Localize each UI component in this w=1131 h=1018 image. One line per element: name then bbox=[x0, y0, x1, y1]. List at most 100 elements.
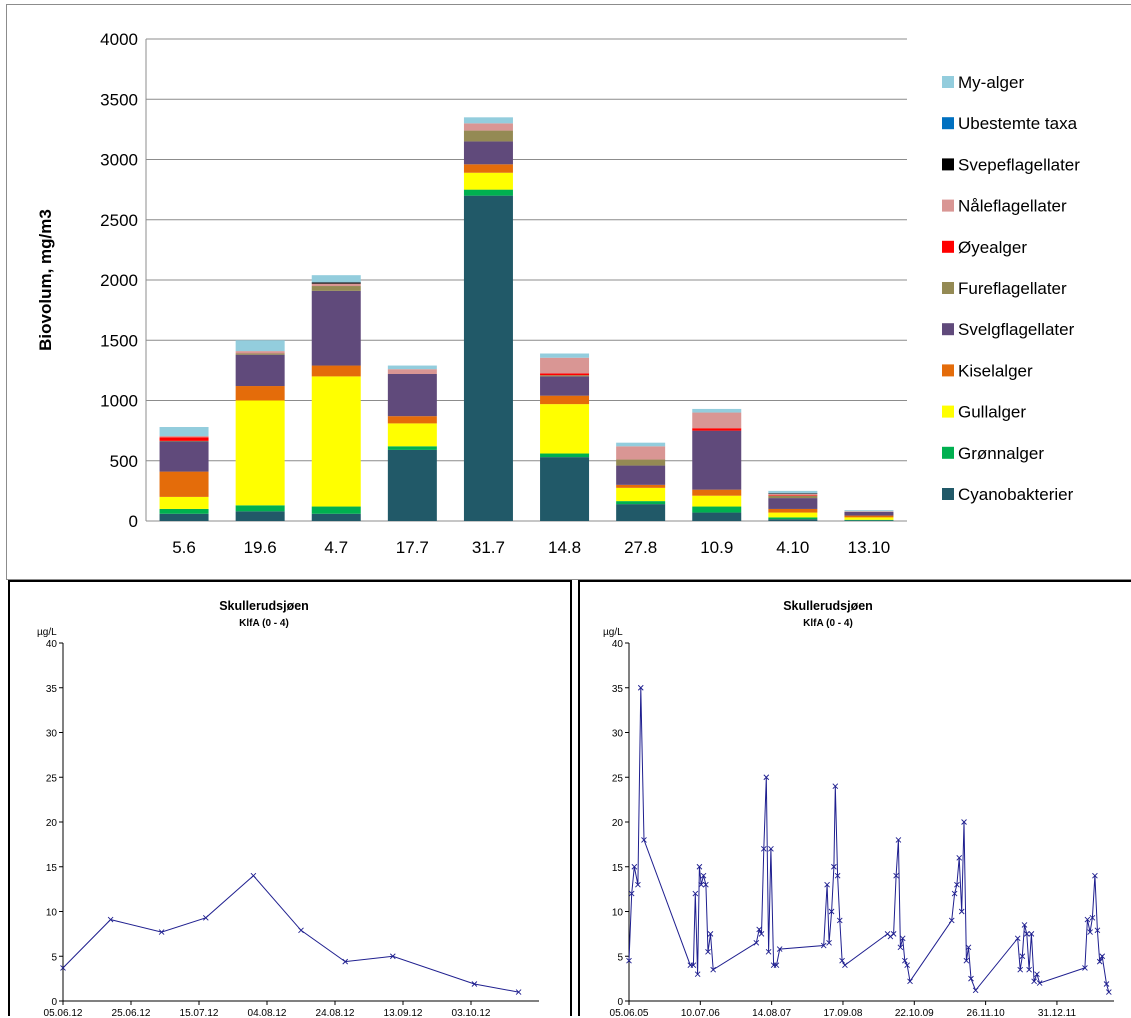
data-point-marker bbox=[972, 987, 979, 994]
bar-gullalger bbox=[387, 423, 437, 447]
data-point-marker bbox=[832, 783, 839, 790]
data-point-marker bbox=[948, 917, 955, 924]
data-point-marker bbox=[626, 957, 632, 964]
legend-swatch-my-alger bbox=[942, 76, 954, 88]
data-point-marker bbox=[1084, 916, 1091, 923]
bar-yealger bbox=[768, 495, 818, 496]
bar-cyanobakterier bbox=[540, 457, 590, 521]
data-point-marker bbox=[1099, 953, 1106, 960]
bar-fureflagellater bbox=[463, 130, 513, 142]
x-tick-label: 03.10.12 bbox=[452, 1008, 491, 1018]
data-point-marker bbox=[694, 971, 701, 977]
bar-cyanobakterier bbox=[387, 449, 437, 521]
bar-kiselalger bbox=[463, 164, 513, 173]
bar-gullalger bbox=[768, 512, 818, 518]
x-tick-label: 31.7 bbox=[472, 538, 505, 557]
bar-gr-nnalger bbox=[616, 501, 666, 505]
x-tick-label: 04.08.12 bbox=[248, 1008, 287, 1018]
x-tick-label: 4.10 bbox=[776, 538, 809, 557]
bar-gr-nnalger bbox=[159, 508, 209, 514]
bar-gr-nnalger bbox=[540, 453, 590, 458]
data-point-marker bbox=[765, 948, 772, 955]
y-tick-label: 3500 bbox=[100, 90, 138, 109]
data-point-marker bbox=[471, 981, 478, 987]
legend-label: Grønnalger bbox=[958, 444, 1044, 463]
legend-swatch-gullalger bbox=[942, 405, 954, 418]
y-axis-unit: µg/L bbox=[603, 627, 623, 638]
data-point-marker bbox=[1087, 929, 1093, 935]
data-point-marker bbox=[250, 872, 257, 879]
y-axis-title: Biovolum, mg/m3 bbox=[36, 209, 55, 351]
bar-fureflagellater bbox=[159, 440, 209, 442]
data-point-marker bbox=[107, 916, 114, 923]
bar-yealger bbox=[540, 373, 590, 376]
data-point-marker bbox=[1094, 927, 1101, 934]
x-tick-label: 13.09.12 bbox=[384, 1008, 423, 1018]
data-point-marker bbox=[907, 978, 913, 985]
data-point-marker bbox=[958, 908, 965, 915]
line-chart-2012-panel: Skullerudsjøen KlfA (0 - 4) µg/L 0 5 10 15 20 25… bbox=[8, 580, 572, 1018]
bar-my-alger bbox=[159, 427, 209, 437]
bar-gullalger bbox=[463, 172, 513, 190]
x-tick-label: 31.12.11 bbox=[1038, 1008, 1077, 1018]
data-point-marker bbox=[893, 872, 899, 879]
bar-cyanobakterier bbox=[463, 195, 513, 521]
bar-svelgflagellater bbox=[768, 498, 818, 509]
legend-swatch-n-leflagellater bbox=[942, 199, 954, 212]
data-point-marker bbox=[776, 946, 783, 952]
bar-n-leflagellater bbox=[311, 283, 361, 287]
data-point-marker bbox=[890, 931, 897, 937]
y-axis-unit: µg/L bbox=[37, 627, 57, 638]
bar-my-alger bbox=[235, 340, 285, 352]
y-tick-label: 40 bbox=[612, 639, 624, 650]
legend-label: Øyealger bbox=[958, 238, 1027, 257]
x-tick-label: 5.6 bbox=[172, 538, 196, 557]
data-point-marker bbox=[1028, 931, 1035, 937]
x-tick-label: 17.7 bbox=[396, 538, 429, 557]
bar-cyanobakterier bbox=[235, 511, 285, 521]
y-tick-label: 4000 bbox=[100, 30, 138, 49]
data-point-marker bbox=[1103, 981, 1110, 987]
data-point-marker bbox=[897, 944, 904, 951]
y-tick-label: 10 bbox=[612, 908, 624, 919]
bar-svelgflagellater bbox=[463, 141, 513, 165]
data-point-marker bbox=[692, 890, 699, 897]
data-point-marker bbox=[641, 837, 647, 843]
bar-cyanobakterier bbox=[844, 520, 894, 521]
y-tick-label: 0 bbox=[129, 512, 138, 531]
data-point-marker bbox=[635, 881, 641, 888]
bar-cyanobakterier bbox=[692, 512, 742, 521]
legend-swatch-ubestemte-taxa bbox=[942, 117, 954, 130]
legend-label: Svepeflagellater bbox=[958, 155, 1080, 174]
y-tick-label: 1500 bbox=[100, 331, 138, 350]
legend-swatch-yealger bbox=[942, 240, 954, 253]
bar-gr-nnalger bbox=[463, 189, 513, 196]
y-tick-label: 15 bbox=[46, 863, 58, 874]
x-tick-label: 24.08.12 bbox=[316, 1008, 355, 1018]
bar-yealger bbox=[692, 428, 742, 431]
bar-kiselalger bbox=[311, 365, 361, 377]
bar-my-alger bbox=[311, 275, 361, 283]
data-point-marker bbox=[515, 989, 522, 995]
data-point-marker bbox=[824, 881, 830, 888]
data-point-marker bbox=[1023, 931, 1030, 937]
data-point-marker bbox=[756, 926, 762, 933]
data-point-marker bbox=[836, 917, 843, 924]
data-point-marker bbox=[839, 957, 845, 964]
bar-cyanobakterier bbox=[616, 504, 666, 521]
bar-fureflagellater bbox=[768, 495, 818, 499]
bar-n-leflagellater bbox=[692, 412, 742, 429]
x-tick-label: 10.9 bbox=[700, 538, 733, 557]
x-tick-label: 26.11.10 bbox=[967, 1008, 1006, 1018]
bar-kiselalger bbox=[159, 471, 209, 497]
data-point-marker bbox=[902, 957, 908, 964]
bar-kiselalger bbox=[387, 416, 437, 424]
line-chart-2005-2012-panel: Skullerudsjøen KlfA (0 - 4) µg/L 0 5 10 15 20 25… bbox=[578, 580, 1131, 1018]
data-point-marker bbox=[703, 881, 709, 888]
x-tick-label: 17.09.08 bbox=[824, 1008, 863, 1018]
bar-gullalger bbox=[311, 376, 361, 507]
data-point-marker bbox=[1034, 971, 1040, 977]
legend-label: Gullalger bbox=[958, 403, 1026, 422]
bar-kiselalger bbox=[768, 508, 818, 513]
y-tick-label: 10 bbox=[46, 908, 58, 919]
